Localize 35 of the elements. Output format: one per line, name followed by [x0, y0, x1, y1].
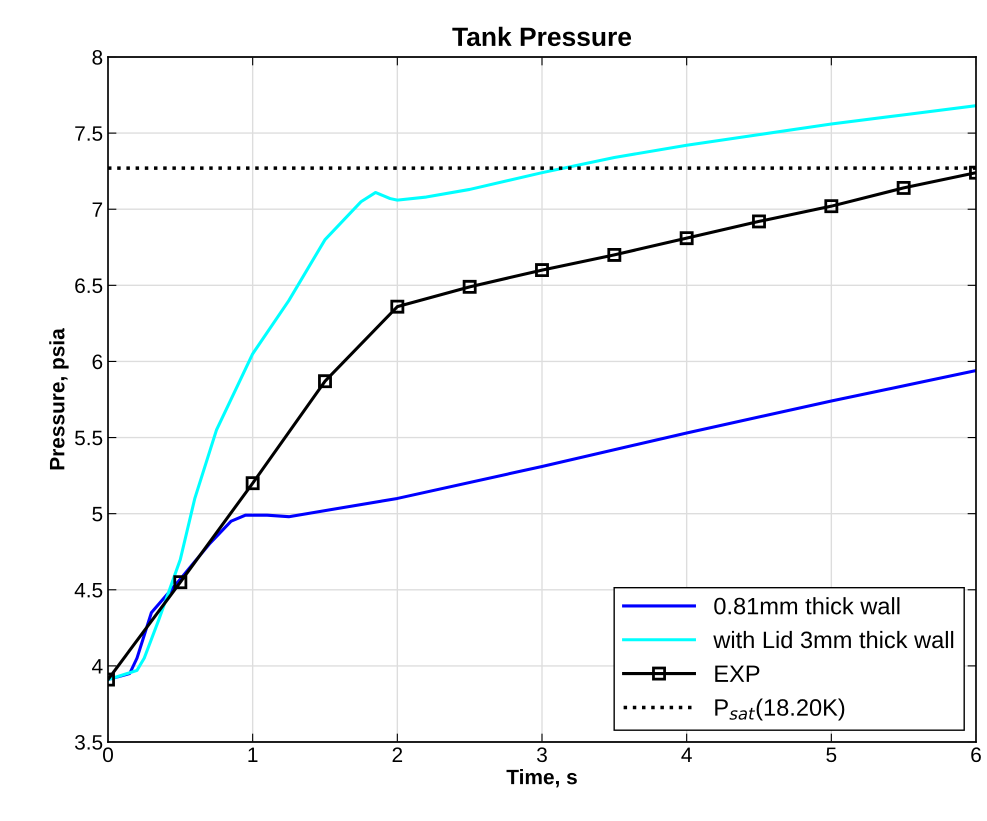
legend-label: 0.81mm thick wall	[714, 597, 900, 614]
point	[173, 575, 188, 590]
point	[462, 280, 477, 294]
x-tick-label: 0	[103, 747, 113, 762]
x-tick-label: 5	[826, 748, 836, 762]
y-tick-label: 5	[92, 506, 102, 522]
point	[535, 263, 549, 278]
y-tick-label: 6	[92, 354, 102, 370]
point	[680, 231, 694, 246]
y-axis-title: Pressure, psia	[49, 328, 69, 470]
x-tick-label: 1	[248, 748, 258, 762]
y-tick-label: 4	[92, 659, 103, 674]
point	[824, 199, 838, 214]
x-tick-label: 3	[537, 747, 547, 762]
x-tick-label: 4	[681, 748, 692, 762]
y-tick-label: 3.5	[74, 735, 102, 750]
point	[390, 300, 404, 314]
point	[318, 374, 332, 388]
point	[752, 214, 766, 228]
y-tick-label: 8	[92, 50, 102, 65]
legend-label: EXP	[715, 666, 760, 682]
y-tick-label: 7.5	[75, 126, 102, 141]
chart-title: Tank Pressure	[452, 26, 632, 46]
x-tick-label: 6	[971, 747, 981, 762]
point	[896, 180, 911, 195]
x-axis-title: Time, s	[506, 769, 577, 788]
y-tick-label: 4.5	[74, 582, 102, 598]
legend-label: P$_{sat}$(18.20K)	[715, 698, 844, 721]
point	[246, 476, 260, 490]
legend-label: with Lid 3mm thick wall	[713, 630, 954, 648]
y-tick-label: 5.5	[75, 430, 102, 446]
x-tick-label: 2	[392, 747, 402, 762]
y-tick-label: 7	[92, 202, 102, 217]
point	[607, 248, 622, 262]
y-tick-label: 6.5	[75, 278, 102, 294]
